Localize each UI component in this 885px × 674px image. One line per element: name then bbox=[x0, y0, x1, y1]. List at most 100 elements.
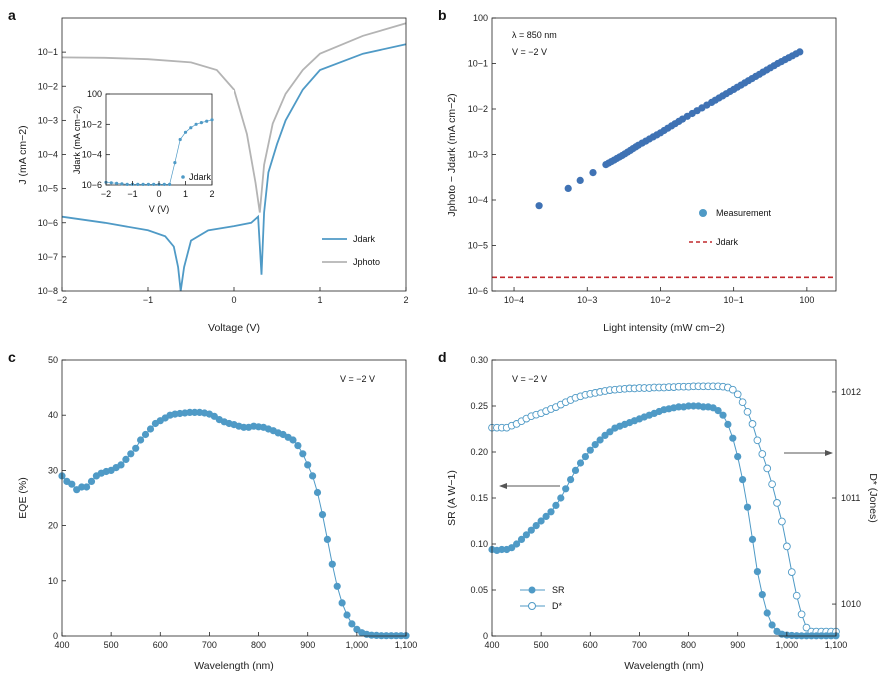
b-xtick-label: 100 bbox=[799, 295, 814, 305]
eqe-point bbox=[323, 535, 331, 544]
eqe-point bbox=[299, 450, 307, 458]
a-xtick-label: 0 bbox=[231, 295, 236, 305]
inset-xtick-label: −1 bbox=[127, 189, 137, 199]
eqe-point bbox=[343, 611, 351, 619]
sr-point bbox=[758, 591, 766, 599]
inset-jdark-point bbox=[194, 122, 198, 126]
eqe-point bbox=[122, 455, 130, 463]
a-ytick-label: 10−4 bbox=[38, 150, 58, 160]
series-jphoto-line bbox=[61, 22, 407, 213]
panel-label-c: c bbox=[8, 349, 16, 365]
inset-ytick-label: 10−4 bbox=[82, 150, 102, 160]
legend-label-measurement: Measurement bbox=[716, 208, 772, 218]
a-ytick-label: 10−1 bbox=[38, 47, 58, 57]
c-xtick-label: 1,000 bbox=[346, 640, 369, 650]
c-ytick-label: 30 bbox=[48, 465, 58, 475]
measurement-point bbox=[576, 176, 584, 184]
inset-jdark-point bbox=[178, 137, 182, 142]
panel-label-a: a bbox=[8, 7, 16, 23]
eqe-point bbox=[333, 582, 341, 590]
chart-panel-c: 400 500 600 700 800 900 1,000 1,100 0 10 20 30 40 50… bbox=[17, 355, 417, 672]
inset-ytick-label: 100 bbox=[87, 89, 102, 99]
sr-point bbox=[763, 609, 771, 617]
legend-swatch-measurement bbox=[699, 209, 707, 217]
d-xtick-label: 900 bbox=[730, 640, 745, 650]
y-axis-label-b: Jphoto − Jdark (mA cm−2) bbox=[446, 93, 458, 216]
sr-point bbox=[547, 508, 555, 516]
inset-jdark-point bbox=[152, 182, 156, 186]
c-xtick-label: 700 bbox=[202, 640, 217, 650]
annotation-voltage-d: V = −2 V bbox=[512, 374, 547, 384]
dstar-point bbox=[802, 623, 811, 632]
sr-point bbox=[513, 540, 521, 548]
sr-point bbox=[522, 531, 531, 539]
b-ytick-label: 10−4 bbox=[468, 195, 488, 205]
eqe-point bbox=[309, 472, 317, 480]
d-ytick-label: 0.10 bbox=[470, 539, 488, 549]
eqe-point bbox=[141, 430, 150, 439]
legend-swatch-dstar bbox=[528, 602, 536, 610]
b-xtick-label: 10−2 bbox=[650, 295, 670, 305]
annotation-voltage-b: V = −2 V bbox=[512, 47, 547, 57]
eqe-point bbox=[117, 461, 125, 469]
eqe-point bbox=[132, 444, 140, 452]
sr-point bbox=[753, 568, 762, 576]
panel-label-b: b bbox=[438, 7, 447, 23]
d-xtick-label: 500 bbox=[534, 640, 549, 650]
inset-jdark-point bbox=[141, 182, 145, 186]
b-ytick-label: 10−3 bbox=[468, 150, 488, 160]
sr-point bbox=[768, 621, 776, 629]
sr-point bbox=[748, 535, 757, 544]
inset-jdark-point bbox=[199, 121, 203, 125]
inset-jdark-point bbox=[120, 182, 124, 186]
sr-point bbox=[591, 441, 599, 449]
a-ytick-label: 10−8 bbox=[38, 286, 58, 296]
c-xtick-label: 800 bbox=[251, 640, 266, 650]
c-ytick-label: 20 bbox=[48, 521, 58, 531]
sr-point bbox=[517, 535, 526, 544]
sr-point bbox=[576, 459, 585, 467]
legend-label-dstar: D* bbox=[552, 601, 562, 611]
inset-jdark-point bbox=[109, 181, 113, 185]
inset-xtick-label: −2 bbox=[101, 189, 111, 199]
eqe-point bbox=[338, 599, 346, 607]
a-xtick-label: 1 bbox=[317, 295, 322, 305]
inset-jdark-point bbox=[125, 182, 129, 186]
panel-label-d: d bbox=[438, 349, 447, 365]
d-xtick-label: 1,000 bbox=[776, 640, 799, 650]
dstar-point bbox=[787, 568, 796, 576]
chart-panel-a: −2 −1 0 1 2 10−810−710−610−510−410−310−210−1… bbox=[17, 17, 409, 334]
inset-jdark-point bbox=[168, 182, 172, 186]
dstar-point bbox=[748, 420, 757, 428]
b-xtick-label: 10−3 bbox=[577, 295, 597, 305]
legend-b: Measurement Jdark bbox=[689, 208, 772, 247]
sr-point bbox=[606, 428, 614, 436]
x-axis-label-b: Light intensity (mW cm−2) bbox=[603, 322, 725, 334]
a-xtick-label: −2 bbox=[57, 295, 67, 305]
dstar-point bbox=[778, 517, 786, 526]
eqe-point bbox=[348, 620, 356, 628]
annotation-voltage-c: V = −2 V bbox=[340, 374, 375, 384]
inset-legend-label: Jdark bbox=[189, 172, 212, 182]
eqe-point bbox=[318, 510, 327, 519]
measurement-point bbox=[589, 169, 597, 177]
b-ytick-label: 10−6 bbox=[468, 286, 488, 296]
c-xtick-label: 400 bbox=[54, 640, 69, 650]
b-ytick-label: 10−5 bbox=[468, 241, 488, 251]
y-axis-label-a: J (mA cm−2) bbox=[17, 125, 29, 184]
dstar-point bbox=[738, 398, 747, 407]
a-ytick-label: 10−7 bbox=[38, 252, 58, 262]
a-xtick-label: 2 bbox=[403, 295, 408, 305]
legend-label-jdark-b: Jdark bbox=[716, 237, 739, 247]
inset-jdark-point bbox=[183, 130, 188, 134]
sr-point bbox=[734, 453, 742, 461]
d-right-ytick-label: 1010 bbox=[841, 599, 861, 609]
inset-xtick-label: 2 bbox=[209, 189, 214, 199]
x-axis-label-a: Voltage (V) bbox=[208, 322, 260, 334]
inset-jdark-point bbox=[146, 182, 150, 186]
d-ytick-label: 0 bbox=[483, 631, 488, 641]
inset-jdark-point bbox=[136, 182, 140, 186]
dstar-point bbox=[758, 450, 767, 458]
eqe-point bbox=[127, 450, 135, 458]
legend-swatch-sr bbox=[528, 586, 536, 594]
